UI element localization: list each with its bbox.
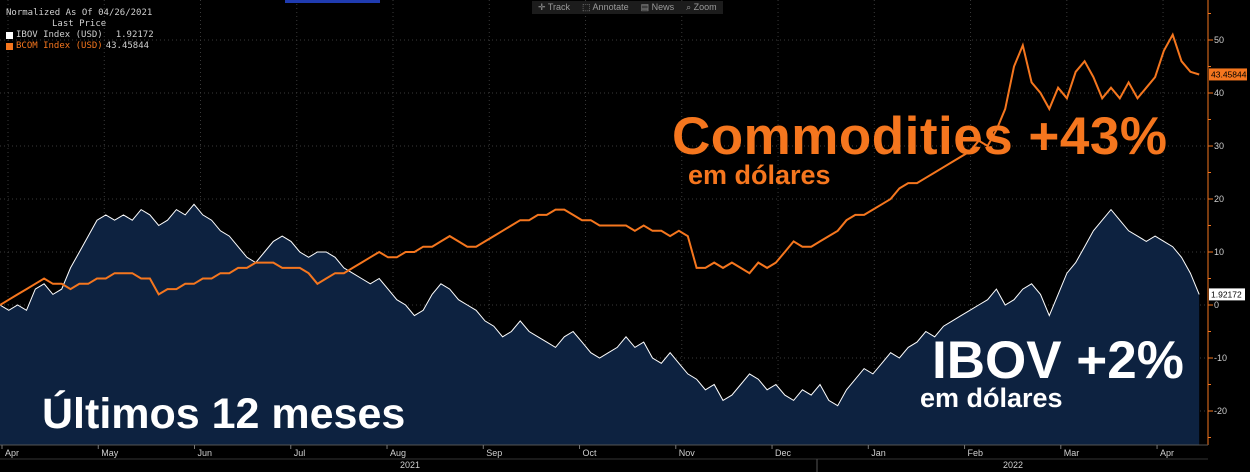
- period-caption: Últimos 12 meses: [42, 390, 406, 438]
- top-tab-indicator[interactable]: [285, 0, 380, 3]
- x-tick-label: Apr: [5, 448, 19, 458]
- bcom-swatch-icon: [6, 43, 13, 50]
- ibov-subtitle: em dólares: [920, 383, 1063, 413]
- x-tick-label: Aug: [390, 448, 406, 458]
- y-tick-label: 20: [1214, 194, 1224, 204]
- x-tick-label: Feb: [968, 448, 984, 458]
- chart-toolbar: ✛ Track ⬚ Annotate ▤ News ⌕ Zoom: [532, 1, 723, 14]
- year-label: 2021: [400, 460, 420, 470]
- x-tick-label: Apr: [1160, 448, 1174, 458]
- zoom-button[interactable]: ⌕ Zoom: [686, 2, 717, 12]
- ibov-last-value-box: [1209, 288, 1245, 301]
- commodities-subtitle: em dólares: [688, 160, 831, 190]
- bcom-last-value-box: [1209, 68, 1247, 81]
- ibov-swatch-icon: [6, 32, 13, 39]
- ibov-last-value-label: 1.92172: [1211, 289, 1242, 299]
- x-tick-label: May: [101, 448, 119, 458]
- legend-item-label: IBOV Index (USD): [16, 30, 103, 40]
- x-tick-label: Jun: [198, 448, 213, 458]
- year-label: 2022: [1003, 460, 1023, 470]
- y-tick-label: 40: [1214, 88, 1224, 98]
- x-tick-label: Oct: [583, 448, 598, 458]
- y-tick-label: 30: [1214, 141, 1224, 151]
- bcom-last-value-label: 43.45844: [1211, 69, 1247, 79]
- x-tick-label: Nov: [679, 448, 696, 458]
- chart-legend: Normalized As Of 04/26/2021 Last Price I…: [6, 8, 154, 52]
- x-tick-label: Mar: [1064, 448, 1080, 458]
- y-tick-label: 50: [1214, 35, 1224, 45]
- x-tick-label: Jul: [294, 448, 306, 458]
- track-button[interactable]: ✛ Track: [538, 2, 571, 12]
- ibov-area-fill: [0, 204, 1200, 445]
- annotate-button[interactable]: ⬚ Annotate: [582, 2, 629, 12]
- commodities-headline: Commodities +43%: [672, 107, 1168, 166]
- news-button[interactable]: ▤ News: [640, 2, 675, 12]
- ibov-series-line: [0, 203, 1200, 407]
- y-tick-label: -20: [1214, 406, 1227, 416]
- x-tick-label: Sep: [486, 448, 502, 458]
- legend-item-value: 43.45844: [105, 41, 150, 51]
- x-tick-label: Dec: [775, 448, 792, 458]
- legend-header: Normalized As Of 04/26/2021: [6, 8, 153, 18]
- legend-subheader: Last Price: [52, 19, 107, 29]
- ibov-headline: IBOV +2%: [932, 331, 1184, 390]
- legend-item-ibov[interactable]: IBOV Index (USD) 1.92172: [6, 30, 154, 41]
- y-tick-label: -10: [1214, 353, 1227, 363]
- y-tick-label: 0: [1214, 300, 1219, 310]
- legend-item-label: BCOM Index (USD): [16, 41, 103, 51]
- y-tick-label: 10: [1214, 247, 1224, 257]
- x-tick-label: Jan: [871, 448, 886, 458]
- legend-item-bcom[interactable]: BCOM Index (USD) 43.45844: [6, 41, 154, 52]
- legend-item-value: 1.92172: [115, 30, 154, 40]
- bcom-series-line: [0, 32, 1200, 306]
